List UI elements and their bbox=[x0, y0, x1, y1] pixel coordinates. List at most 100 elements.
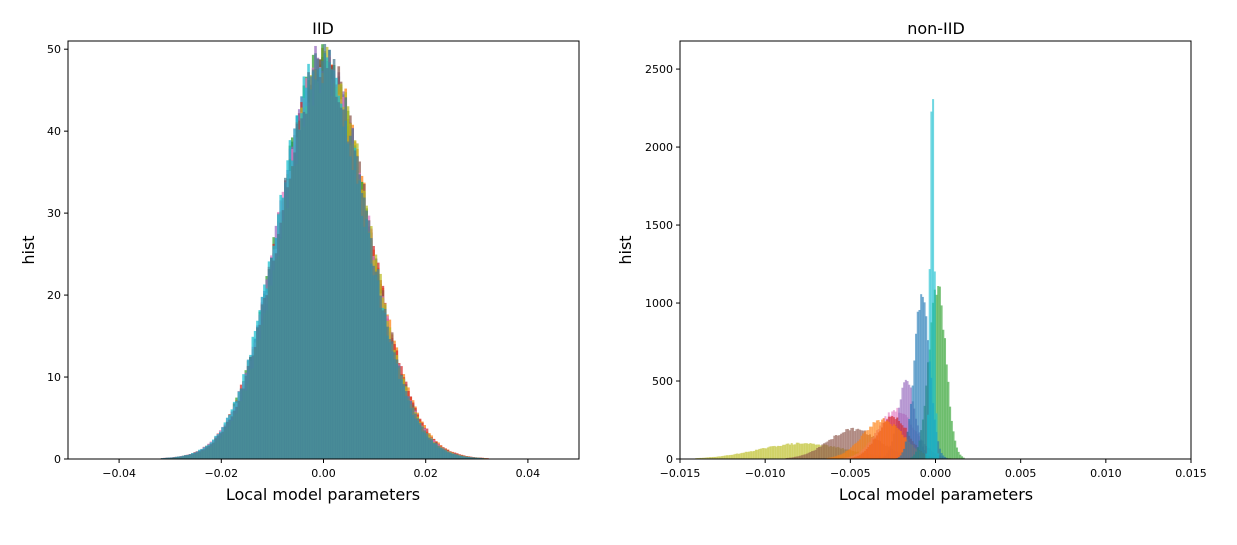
histogram-bar bbox=[782, 444, 785, 459]
histogram-bar bbox=[729, 454, 732, 459]
histogram-bar bbox=[325, 68, 329, 460]
non-iid-histogram-panel: non-IID −0.015 −0.010 −0.005 0.000 0.005 0.01… bbox=[616, 19, 1207, 504]
histogram-bar bbox=[230, 416, 234, 459]
histogram-bar bbox=[797, 442, 800, 459]
histogram-bar bbox=[702, 457, 705, 459]
histogram-bar bbox=[411, 407, 415, 459]
histogram-bar bbox=[860, 435, 863, 459]
histogram-bar bbox=[743, 452, 746, 459]
histogram-bar bbox=[869, 426, 872, 459]
histogram-bar bbox=[258, 324, 262, 459]
histogram-bar bbox=[835, 435, 837, 459]
histogram-bar bbox=[841, 432, 844, 459]
histogram-bar bbox=[930, 111, 933, 459]
histogram-bar bbox=[845, 451, 848, 459]
histogram-bar bbox=[251, 355, 255, 459]
non-iid-y-ticks: 0 500 1000 1500 2000 2500 bbox=[645, 63, 680, 466]
histogram-bar bbox=[323, 43, 327, 459]
x-tick-label: −0.04 bbox=[102, 467, 136, 480]
histogram-bar bbox=[708, 457, 711, 459]
histogram-bar bbox=[360, 192, 364, 459]
histogram-bar bbox=[797, 456, 800, 459]
x-tick-label: 0.00 bbox=[311, 467, 336, 480]
histogram-bar bbox=[790, 457, 793, 459]
histogram-bar bbox=[903, 437, 906, 459]
histogram-bar bbox=[852, 445, 855, 459]
y-tick-label: 1500 bbox=[645, 219, 673, 232]
histogram-bar bbox=[437, 445, 440, 459]
histogram-bar bbox=[479, 457, 482, 459]
histogram-bar bbox=[307, 72, 310, 459]
histogram-bar bbox=[351, 128, 354, 460]
histogram-bar bbox=[850, 447, 853, 459]
histogram-bar bbox=[814, 449, 817, 459]
histogram-bar bbox=[242, 388, 245, 459]
histogram-bar bbox=[795, 442, 798, 459]
histogram-bar bbox=[918, 309, 921, 459]
histogram-bar bbox=[938, 286, 941, 459]
histogram-bar bbox=[852, 427, 855, 459]
histogram-bar bbox=[879, 422, 882, 459]
histogram-bar bbox=[365, 210, 368, 459]
histogram-bar bbox=[770, 446, 773, 459]
histogram-bar bbox=[277, 233, 280, 459]
histogram-bar bbox=[887, 421, 890, 459]
histogram-bar bbox=[460, 455, 464, 459]
iid-y-axis-label: hist bbox=[19, 235, 38, 264]
histogram-bar bbox=[265, 295, 269, 459]
histogram-bar bbox=[789, 457, 792, 459]
histogram-bar bbox=[949, 406, 952, 459]
histogram-bar bbox=[455, 454, 459, 459]
histogram-bar bbox=[806, 453, 809, 459]
histogram-bar bbox=[260, 304, 264, 459]
histogram-bar bbox=[937, 441, 940, 459]
non-iid-x-ticks: −0.015 −0.010 −0.005 0.000 0.005 0.010 0.015 bbox=[660, 459, 1207, 480]
histogram-bar bbox=[812, 450, 815, 459]
histogram-bar bbox=[362, 197, 366, 460]
histogram-bar bbox=[270, 257, 273, 459]
histogram-bar bbox=[263, 297, 266, 459]
histogram-bar bbox=[817, 446, 820, 459]
histogram-bar bbox=[904, 441, 907, 459]
histogram-bar bbox=[300, 118, 303, 459]
x-tick-label: 0.02 bbox=[413, 467, 438, 480]
histogram-bar bbox=[381, 310, 385, 459]
histogram-bar bbox=[469, 457, 473, 459]
y-tick-label: 30 bbox=[47, 207, 61, 220]
histogram-bar bbox=[318, 77, 322, 459]
histogram-bar bbox=[393, 352, 396, 459]
y-tick-label: 2000 bbox=[645, 141, 673, 154]
histogram-bar bbox=[862, 433, 865, 459]
histogram-bar bbox=[794, 444, 797, 459]
iid-histogram-bars bbox=[160, 43, 489, 460]
histogram-bar bbox=[311, 69, 315, 459]
histogram-bar bbox=[899, 431, 902, 459]
histogram-bar bbox=[899, 455, 902, 459]
histogram-bar bbox=[232, 410, 236, 459]
histogram-bar bbox=[748, 451, 751, 459]
histogram-bar bbox=[955, 447, 958, 459]
histogram-bar bbox=[906, 431, 909, 459]
histogram-bar bbox=[734, 453, 737, 459]
histogram-bar bbox=[400, 374, 403, 459]
histogram-bar bbox=[828, 457, 831, 459]
histogram-bar bbox=[328, 49, 331, 459]
histogram-bar bbox=[434, 443, 438, 459]
histogram-bar bbox=[390, 341, 394, 459]
histogram-bar bbox=[937, 286, 940, 459]
histogram-bar bbox=[416, 418, 420, 459]
histogram-bar bbox=[836, 435, 839, 459]
histogram-bar bbox=[884, 421, 887, 459]
histogram-bar bbox=[290, 166, 294, 460]
histogram-bar bbox=[451, 453, 454, 459]
histogram-bar bbox=[823, 443, 826, 459]
histogram-bar bbox=[453, 453, 457, 459]
iid-chart-title: IID bbox=[312, 19, 334, 38]
y-tick-label: 500 bbox=[652, 375, 673, 388]
histogram-bar bbox=[926, 340, 929, 459]
histogram-bar bbox=[841, 453, 844, 459]
histogram-bar bbox=[698, 457, 701, 459]
histogram-bar bbox=[288, 178, 292, 459]
histogram-bar bbox=[799, 443, 802, 459]
